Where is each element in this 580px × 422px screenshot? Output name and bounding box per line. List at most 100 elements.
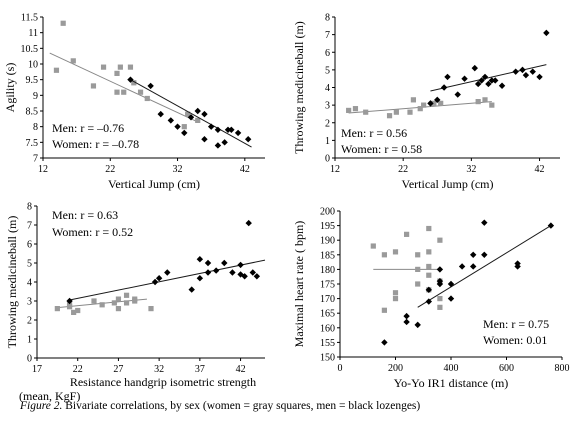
data-point-lozenge (253, 273, 261, 280)
x-tick-label: 0 (338, 363, 343, 374)
data-point-lozenge (498, 82, 506, 89)
data-point-square (437, 237, 443, 243)
data-point-lozenge (436, 280, 444, 288)
y-tick-label: 5 (325, 65, 330, 76)
data-point-lozenge (403, 312, 410, 320)
y-tick-label: 3 (27, 297, 32, 308)
data-point-lozenge (470, 263, 477, 270)
x-tick-label: 37 (195, 364, 205, 375)
data-point-square (438, 100, 444, 106)
data-point-lozenge (547, 222, 555, 229)
data-point-lozenge (201, 110, 208, 118)
data-point-lozenge (151, 278, 159, 286)
data-point-lozenge (221, 259, 228, 267)
correlation-annotation: Women: r = –0.78 (52, 137, 139, 151)
data-point-lozenge (155, 275, 163, 282)
x-tick-label: 42 (535, 164, 545, 175)
data-point-lozenge (229, 269, 236, 276)
y-tick-label: 3 (325, 101, 330, 112)
series-men (66, 219, 266, 305)
data-point-square (363, 109, 369, 115)
y-axis-label: Maximal heart rate ( bpm) (292, 221, 306, 348)
y-tick-label: 9 (33, 91, 38, 102)
series-men (427, 29, 550, 107)
y-tick-label: 1 (27, 335, 32, 346)
y-axis-label: Throwing medicineball (m) (292, 21, 306, 154)
data-point-square (132, 296, 138, 302)
data-point-square (370, 243, 376, 249)
data-point-square (115, 306, 122, 312)
figure-caption-label: Figure 2. (20, 400, 63, 412)
data-point-square (100, 64, 107, 70)
data-point-lozenge (167, 117, 175, 124)
data-point-lozenge (214, 126, 222, 133)
y-tick-label: 4 (325, 83, 330, 94)
data-point-lozenge (201, 136, 208, 143)
data-point-square (415, 266, 421, 272)
data-point-lozenge (427, 100, 434, 107)
data-point-square (407, 109, 413, 115)
x-tick-label: 12 (330, 164, 340, 175)
x-tick-label: 200 (388, 363, 403, 374)
data-point-lozenge (221, 139, 228, 146)
data-point-square (386, 113, 393, 119)
data-point-lozenge (403, 318, 410, 326)
data-point-square (392, 290, 399, 296)
correlation-annotation: Men: r = 0.75 (483, 317, 549, 331)
data-point-lozenge (481, 251, 488, 258)
data-point-lozenge (474, 80, 482, 88)
data-point-square (114, 70, 120, 76)
data-point-square (475, 99, 481, 105)
data-point-lozenge (204, 259, 212, 267)
data-point-lozenge (245, 219, 252, 227)
data-point-lozenge (488, 77, 496, 84)
data-point-lozenge (157, 110, 164, 118)
data-point-lozenge (485, 80, 492, 88)
data-point-square (437, 304, 443, 310)
data-point-lozenge (212, 267, 220, 274)
data-point-square (489, 102, 495, 108)
data-point-square (404, 231, 410, 237)
data-point-lozenge (440, 84, 448, 91)
y-tick-label: 8.5 (26, 107, 39, 118)
data-point-square (144, 95, 150, 102)
data-point-square (415, 281, 421, 287)
y-tick-label: 7 (33, 154, 38, 165)
figure-caption-text: Bivariate correlations, by sex (women = … (62, 400, 421, 412)
data-point-square (70, 58, 76, 64)
data-point-lozenge (470, 251, 477, 258)
y-tick-label: 170 (320, 294, 335, 305)
x-axis-label: Vertical Jump (cm) (402, 177, 494, 191)
x-tick-label: 42 (236, 364, 246, 375)
correlation-annotation: Women: r = 0.52 (52, 225, 133, 239)
y-tick-label: 11.5 (21, 13, 38, 24)
data-point-square (392, 296, 399, 302)
data-point-square (127, 64, 134, 70)
data-point-lozenge (512, 68, 519, 75)
x-tick-label: 17 (32, 364, 42, 375)
data-point-lozenge (522, 71, 530, 79)
data-point-square (381, 252, 387, 258)
x-tick-label: 32 (466, 164, 476, 175)
x-tick-label: 32 (154, 364, 164, 375)
data-point-square (410, 97, 417, 103)
y-tick-label: 11 (28, 28, 38, 39)
y-tick-label: 7 (27, 221, 32, 232)
data-point-lozenge (249, 269, 256, 276)
y-tick-label: 1 (325, 136, 330, 147)
x-axis-label: Vertical Jump (cm) (108, 177, 200, 191)
data-point-square (392, 249, 399, 255)
y-tick-label: 185 (320, 250, 335, 261)
data-point-lozenge (425, 286, 432, 294)
data-point-lozenge (188, 286, 195, 293)
y-tick-label: 180 (320, 265, 335, 276)
data-point-square (71, 309, 77, 315)
data-point-square (381, 307, 387, 313)
data-point-lozenge (514, 263, 521, 270)
y-tick-label: 8 (27, 202, 32, 213)
data-point-lozenge (194, 107, 201, 115)
data-point-square (131, 80, 137, 86)
series-men (127, 76, 252, 149)
